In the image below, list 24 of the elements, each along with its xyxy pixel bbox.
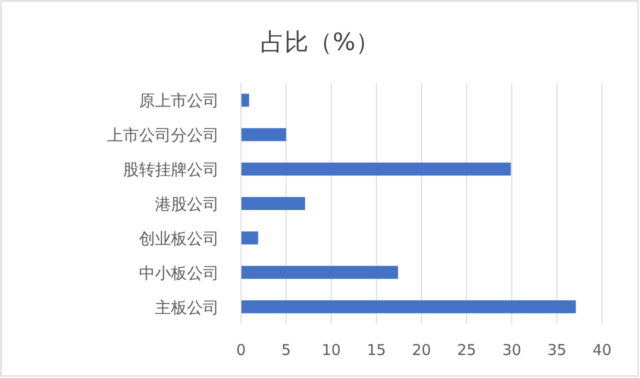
x-tick-label: 25: [457, 341, 476, 359]
x-tick-label: 35: [547, 341, 566, 359]
bar: [241, 231, 258, 244]
bar: [241, 162, 511, 176]
y-tick-label: 主板公司: [155, 298, 219, 317]
y-tick-label: 中小板公司: [139, 263, 219, 282]
y-tick-label: 原上市公司: [139, 91, 219, 110]
y-tick-label: 港股公司: [155, 194, 219, 214]
bar: [241, 300, 576, 314]
bar: [241, 94, 250, 107]
x-tick-label: 15: [366, 341, 386, 359]
bar: [241, 266, 398, 279]
bar: [241, 197, 306, 210]
x-tick-label: 40: [592, 341, 612, 359]
bar: [241, 128, 286, 142]
y-tick-label: 上市公司分公司: [107, 126, 219, 145]
x-tick-label: 0: [236, 341, 246, 359]
x-tick-label: 20: [412, 341, 432, 359]
chart-title: 占比（%）: [260, 28, 380, 56]
x-tick-label: 10: [322, 341, 341, 359]
y-tick-label: 股转挂牌公司: [123, 160, 219, 180]
y-tick-label: 创业板公司: [139, 228, 219, 248]
x-tick-label: 30: [502, 341, 522, 359]
x-tick-label: 5: [281, 341, 291, 359]
